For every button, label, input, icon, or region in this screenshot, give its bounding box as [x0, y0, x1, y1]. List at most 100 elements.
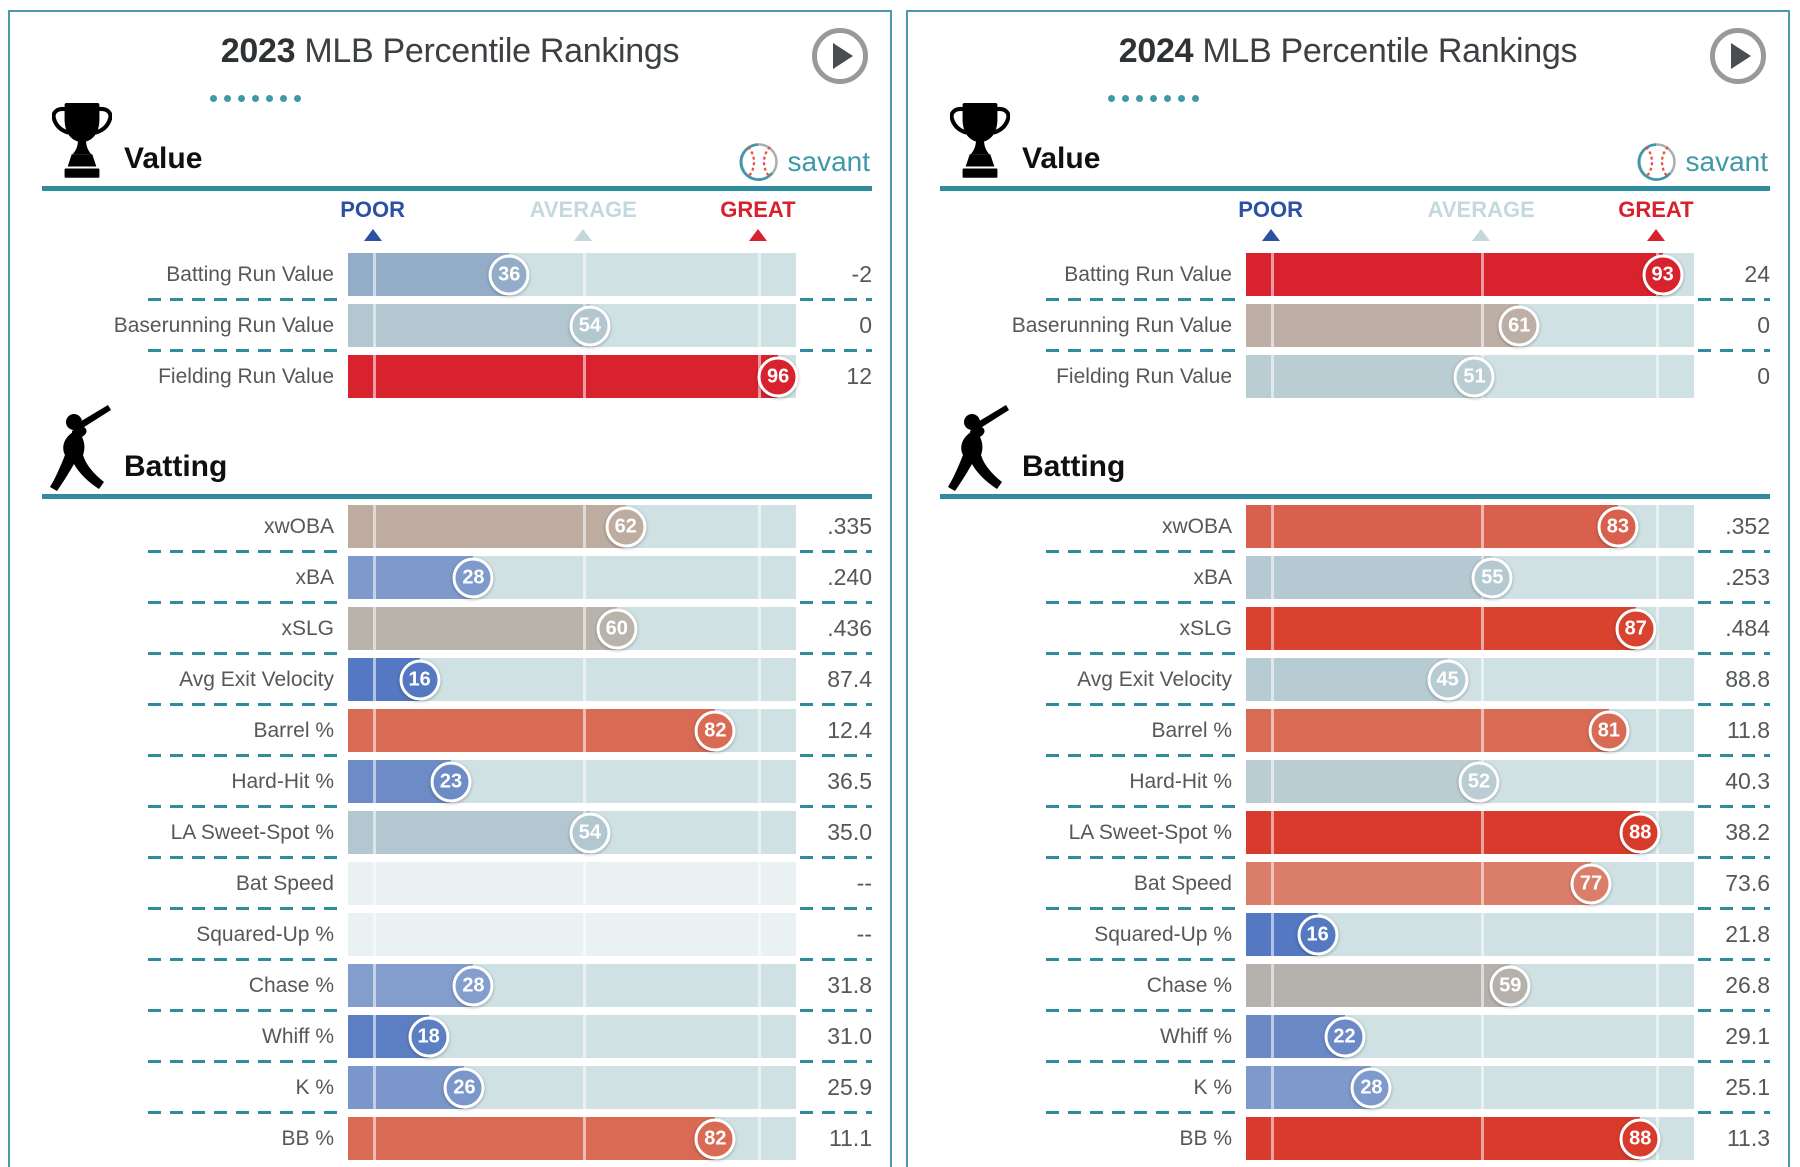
stat-value: 31.0: [827, 1023, 872, 1049]
scale-marker-triangle: [1472, 229, 1491, 241]
percentile-bubble: 28: [452, 557, 494, 598]
stat-value: 26.8: [1725, 972, 1770, 998]
baseball-icon: [739, 143, 778, 181]
percentile-track: 62: [348, 505, 796, 548]
percentile-bar-cell: 36: [348, 249, 796, 300]
stat-row: Barrel % 82 12.4: [28, 703, 872, 756]
percentile-bar: [348, 1117, 716, 1160]
stat-row: Batting Run Value 93 24: [926, 249, 1770, 300]
stat-label: Chase %: [248, 973, 334, 997]
stat-value: .436: [827, 615, 872, 641]
scale-header: POOR AVERAGE GREAT: [28, 191, 872, 247]
section-title: Batting: [124, 450, 228, 483]
percentile-bubble: 83: [1597, 506, 1639, 547]
stat-row: Fielding Run Value 51 0: [926, 349, 1770, 402]
percentile-bar: [348, 355, 779, 398]
percentile-bar: [348, 964, 474, 1007]
stat-label: xSLG: [1179, 616, 1232, 640]
percentile-bar-cell: [348, 858, 796, 909]
percentile-bar-cell: 87: [1246, 603, 1694, 654]
percentile-track: 54: [348, 811, 796, 854]
percentile-bar-cell: 88: [1246, 807, 1694, 858]
trophy-icon: [51, 103, 113, 192]
stat-value: 24: [1744, 261, 1770, 287]
panel-year: 2024: [1118, 32, 1194, 70]
percentile-bubble: 51: [1453, 356, 1495, 397]
section-header: Value savant: [28, 103, 872, 186]
percentile-bar: [1246, 505, 1618, 548]
percentile-bar: [1246, 760, 1479, 803]
section-divider: [42, 494, 872, 499]
stat-row: Squared-Up % --: [28, 907, 872, 960]
stat-label: xBA: [295, 565, 334, 589]
stat-label: K %: [295, 1075, 334, 1099]
percentile-bubble: 82: [694, 1118, 736, 1159]
stat-value: .240: [827, 564, 872, 590]
stat-row: Hard-Hit % 52 40.3: [926, 754, 1770, 807]
stat-row: Barrel % 81 11.8: [926, 703, 1770, 756]
percentile-track: 88: [1246, 1117, 1694, 1160]
stat-row: Bat Speed 77 73.6: [926, 856, 1770, 909]
stat-label: xwOBA: [263, 514, 334, 538]
percentile-bar: [1246, 1066, 1372, 1109]
percentile-bar: [348, 505, 626, 548]
percentile-track: 36: [348, 253, 796, 296]
stat-row: Chase % 59 26.8: [926, 958, 1770, 1011]
stat-rows: Batting Run Value 36 -2 Baserunning Run …: [28, 249, 872, 402]
panel-title: 2023 MLB Percentile Rankings: [28, 24, 872, 71]
percentile-bubble: 45: [1427, 659, 1469, 700]
percentile-track: 87: [1246, 607, 1694, 650]
stat-row: Hard-Hit % 23 36.5: [28, 754, 872, 807]
stat-value: 11.1: [828, 1125, 872, 1151]
play-button[interactable]: [1710, 28, 1766, 84]
stat-row: Fielding Run Value 96 12: [28, 349, 872, 402]
percentile-track: 83: [1246, 505, 1694, 548]
percentile-track: 18: [348, 1015, 796, 1058]
percentile-bubble: 60: [596, 608, 638, 649]
stat-label: Baserunning Run Value: [1011, 313, 1232, 337]
percentile-track: 82: [348, 1117, 796, 1160]
scale-header: POOR AVERAGE GREAT: [926, 191, 1770, 247]
stat-row: Avg Exit Velocity 45 88.8: [926, 652, 1770, 705]
percentile-track: 28: [348, 556, 796, 599]
percentile-bar-cell: 54: [348, 300, 796, 351]
percentile-bar: [348, 811, 590, 854]
scale-marker-triangle: [363, 229, 382, 241]
stat-row: xwOBA 62 .335: [28, 501, 872, 552]
percentile-track: 28: [348, 964, 796, 1007]
percentile-bubble: 55: [1471, 557, 1513, 598]
section-title: Batting: [1022, 450, 1126, 483]
percentile-track: 22: [1246, 1015, 1694, 1058]
savant-wordmark: savant: [787, 146, 871, 177]
scale-label-poor: POOR: [340, 197, 406, 222]
stat-label: BB %: [281, 1126, 334, 1150]
percentile-bar-cell: 59: [1246, 960, 1694, 1011]
percentile-bar-cell: 77: [1246, 858, 1694, 909]
play-button[interactable]: [812, 28, 868, 84]
percentile-bar: [1246, 964, 1511, 1007]
scale-label-great: GREAT: [720, 197, 796, 222]
scale-marker-triangle: [1261, 229, 1280, 241]
panel-header: 2024 MLB Percentile Rankings: [926, 24, 1770, 108]
percentile-track: 16: [1246, 913, 1694, 956]
title-underline-dots: [1108, 95, 1199, 102]
section-title: Value: [1022, 142, 1101, 175]
percentile-track: 60: [348, 607, 796, 650]
percentile-bar-cell: 81: [1246, 705, 1694, 756]
stat-row: xSLG 60 .436: [28, 601, 872, 654]
stat-rows: xwOBA 83 .352 xBA 55 .253 xSLG: [926, 501, 1770, 1164]
percentile-bar-cell: 83: [1246, 501, 1694, 552]
percentile-bar: [1246, 862, 1591, 905]
stat-row: Baserunning Run Value 54 0: [28, 298, 872, 351]
percentile-bar-cell: 26: [348, 1062, 796, 1113]
stat-label: Avg Exit Velocity: [179, 667, 334, 691]
stat-value: 0: [1757, 312, 1770, 338]
stat-value: 31.8: [827, 972, 872, 998]
percentile-track: 54: [348, 304, 796, 347]
percentile-track: 23: [348, 760, 796, 803]
stat-row: Whiff % 18 31.0: [28, 1009, 872, 1062]
baseball-icon: [1637, 143, 1676, 181]
stat-label: Fielding Run Value: [158, 364, 334, 388]
percentile-bar-cell: 93: [1246, 249, 1694, 300]
